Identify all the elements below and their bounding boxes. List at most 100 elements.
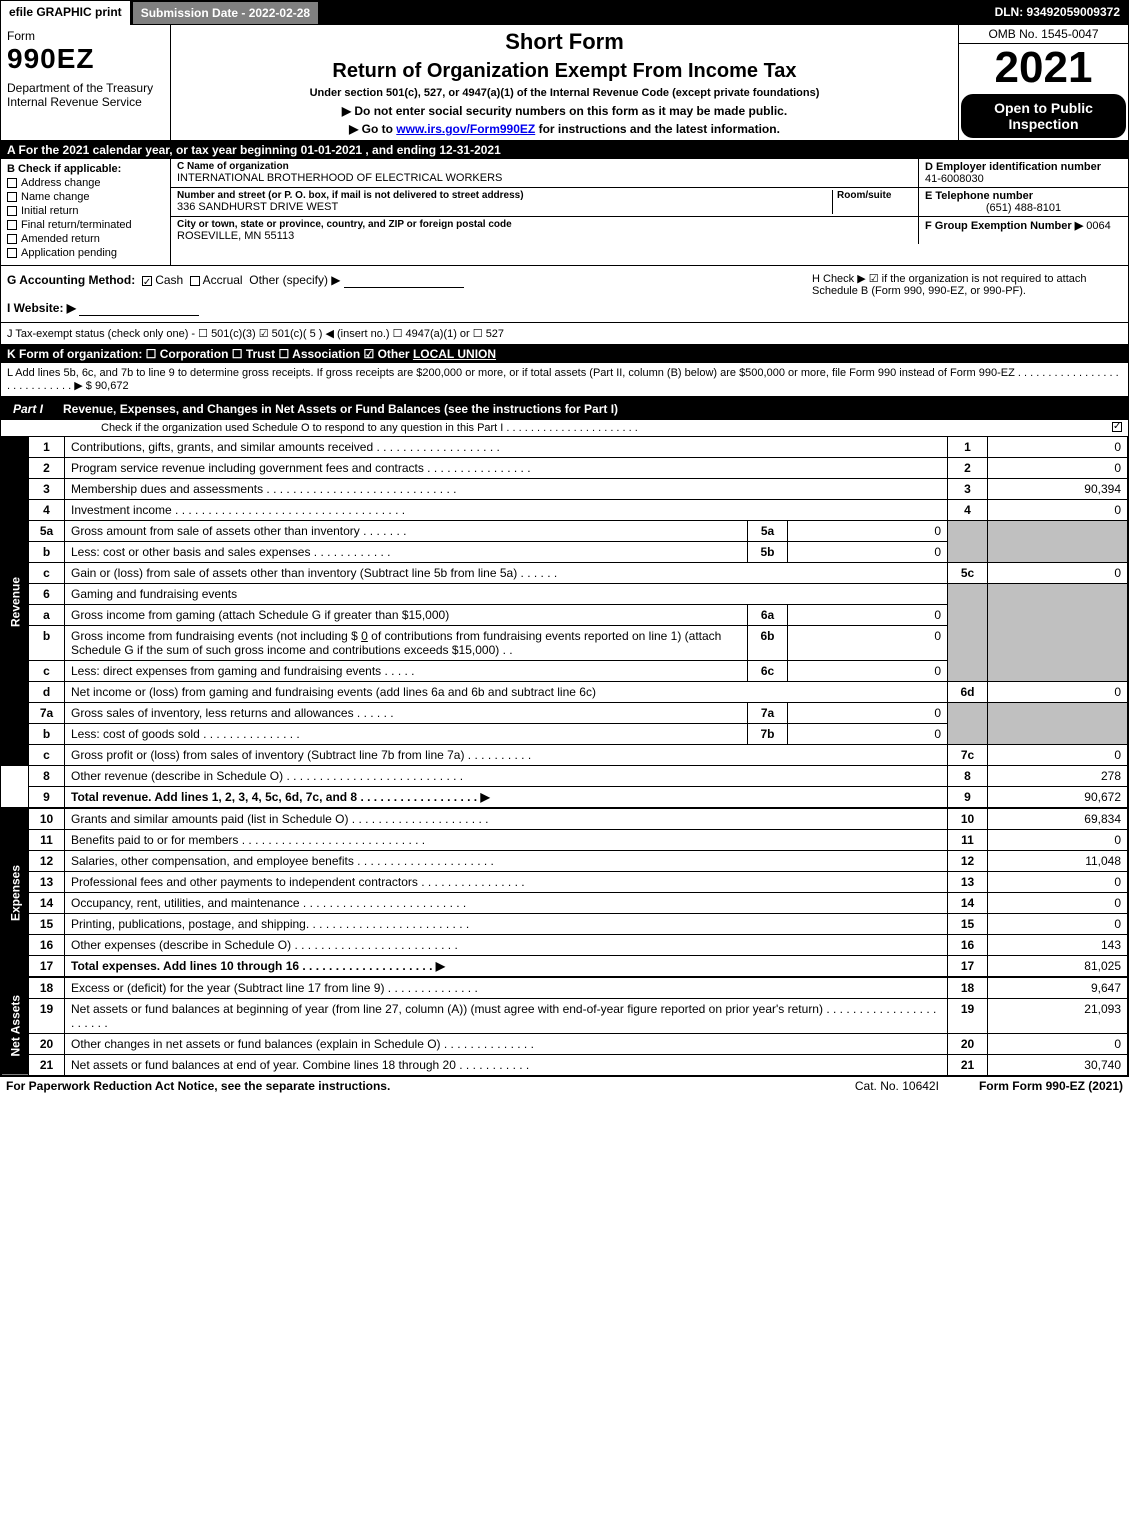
city-value: ROSEVILLE, MN 55113 [177, 230, 912, 242]
subline-value: 0 [788, 605, 948, 626]
line-ref: 15 [948, 914, 988, 935]
section-h: H Check ▶ ☑ if the organization is not r… [812, 272, 1122, 316]
line-ref: 21 [948, 1055, 988, 1076]
e-label: E Telephone number [925, 190, 1122, 202]
line-ref: 9 [948, 787, 988, 809]
line-desc: Net assets or fund balances at end of ye… [65, 1055, 948, 1076]
line-value: 0 [988, 682, 1128, 703]
line-number: 1 [29, 437, 65, 458]
table-row: 4Investment income . . . . . . . . . . .… [2, 500, 1128, 521]
short-form-title: Short Form [179, 29, 950, 55]
table-row: dNet income or (loss) from gaming and fu… [2, 682, 1128, 703]
table-row: 21Net assets or fund balances at end of … [2, 1055, 1128, 1076]
tax-year: 2021 [959, 44, 1128, 92]
c-street-row: Number and street (or P. O. box, if mail… [171, 188, 1128, 217]
checkbox-icon [7, 178, 17, 188]
table-row: 17Total expenses. Add lines 10 through 1… [2, 956, 1128, 978]
f-block: F Group Exemption Number ▶ 0064 [918, 217, 1128, 244]
shaded-cell [948, 521, 988, 563]
line-value: 0 [988, 893, 1128, 914]
cash-checkbox[interactable] [142, 276, 152, 286]
goto-pre: ▶ Go to [349, 122, 396, 136]
check-final-return[interactable]: Final return/terminated [7, 219, 164, 231]
line-value: 0 [988, 745, 1128, 766]
c-name-block: C Name of organization INTERNATIONAL BRO… [171, 159, 918, 187]
shaded-cell [988, 584, 1128, 682]
checkbox-icon [7, 220, 17, 230]
line-value: 69,834 [988, 808, 1128, 830]
checkbox-icon [7, 248, 17, 258]
k-pre: K Form of organization: ☐ Corporation ☐ … [7, 347, 413, 361]
form-number-footer: Form Form 990-EZ (2021) [979, 1079, 1123, 1093]
top-bar-spacer [319, 1, 986, 25]
room-label: Room/suite [837, 190, 912, 201]
line-desc: Gain or (loss) from sale of assets other… [65, 563, 948, 584]
shaded-cell [988, 703, 1128, 745]
check-label: Name change [21, 191, 90, 203]
line-ref: 2 [948, 458, 988, 479]
page-footer: For Paperwork Reduction Act Notice, see … [0, 1077, 1129, 1095]
table-row: Expenses10Grants and similar amounts pai… [2, 808, 1128, 830]
group-exemption-value: 0064 [1086, 220, 1110, 232]
line-desc: Less: cost or other basis and sales expe… [65, 542, 748, 563]
section-b-heading: B Check if applicable: [7, 163, 164, 175]
c-name-row: C Name of organization INTERNATIONAL BRO… [171, 159, 1128, 188]
total-revenue-text: Total revenue. Add lines 1, 2, 3, 4, 5c,… [71, 790, 490, 804]
check-label: Initial return [21, 205, 78, 217]
shaded-cell [948, 703, 988, 745]
line-ref: 20 [948, 1034, 988, 1055]
catalog-number: Cat. No. 10642I [855, 1079, 939, 1093]
line-ref: 10 [948, 808, 988, 830]
street-label: Number and street (or P. O. box, if mail… [177, 190, 832, 201]
check-initial-return[interactable]: Initial return [7, 205, 164, 217]
efile-label: efile GRAPHIC print [1, 1, 132, 25]
city-label: City or town, state or province, country… [177, 219, 912, 230]
line-ref: 5c [948, 563, 988, 584]
open-to-public: Open to Public Inspection [961, 94, 1126, 138]
l-amount: 90,672 [95, 380, 129, 392]
line-desc: Investment income . . . . . . . . . . . … [65, 500, 948, 521]
line-desc: Printing, publications, postage, and shi… [65, 914, 948, 935]
check-application-pending[interactable]: Application pending [7, 247, 164, 259]
table-row: 6Gaming and fundraising events [2, 584, 1128, 605]
d-label: D Employer identification number [925, 161, 1122, 173]
check-address-change[interactable]: Address change [7, 177, 164, 189]
subline-ref: 5b [748, 542, 788, 563]
line-value: 0 [988, 563, 1128, 584]
table-row: 19Net assets or fund balances at beginni… [2, 999, 1128, 1034]
irs-link[interactable]: www.irs.gov/Form990EZ [396, 122, 535, 136]
accrual-checkbox[interactable] [190, 276, 200, 286]
line-ref: 18 [948, 977, 988, 999]
submission-date: Submission Date - 2022-02-28 [132, 1, 319, 25]
l-gross-receipts: L Add lines 5b, 6c, and 7b to line 9 to … [1, 363, 1128, 398]
k-other-value: LOCAL UNION [413, 347, 496, 361]
line-value: 90,672 [988, 787, 1128, 809]
other-specify-input[interactable] [344, 272, 464, 288]
ein-value: 41-6008030 [925, 173, 1122, 185]
total-expenses-text: Total expenses. Add lines 10 through 16 … [71, 959, 445, 973]
c-name-label: C Name of organization [177, 161, 912, 172]
check-name-change[interactable]: Name change [7, 191, 164, 203]
form-word: Form [7, 29, 164, 43]
part-1-sub-text: Check if the organization used Schedule … [101, 422, 638, 434]
schedule-o-checkbox[interactable] [1112, 422, 1122, 432]
website-input[interactable] [79, 300, 199, 316]
table-row: Revenue 1 Contributions, gifts, grants, … [2, 437, 1128, 458]
check-label: Address change [21, 177, 101, 189]
table-row: 13Professional fees and other payments t… [2, 872, 1128, 893]
paperwork-notice: For Paperwork Reduction Act Notice, see … [6, 1079, 390, 1093]
i-label: I Website: ▶ [7, 301, 76, 315]
table-row: 11Benefits paid to or for members . . . … [2, 830, 1128, 851]
table-row: 9 Total revenue. Add lines 1, 2, 3, 4, 5c… [2, 787, 1128, 809]
check-amended-return[interactable]: Amended return [7, 233, 164, 245]
dln-number: DLN: 93492059009372 [987, 1, 1128, 25]
revenue-sidebar: Revenue [2, 437, 29, 766]
section-b: B Check if applicable: Address change Na… [1, 159, 171, 265]
line-value: 9,647 [988, 977, 1128, 999]
subtitle: Under section 501(c), 527, or 4947(a)(1)… [179, 87, 950, 99]
line-desc: Total revenue. Add lines 1, 2, 3, 4, 5c,… [65, 787, 948, 809]
table-row: cGain or (loss) from sale of assets othe… [2, 563, 1128, 584]
line-ref: 1 [948, 437, 988, 458]
section-g-i: G Accounting Method: Cash Accrual Other … [7, 272, 812, 316]
line-value: 0 [988, 830, 1128, 851]
